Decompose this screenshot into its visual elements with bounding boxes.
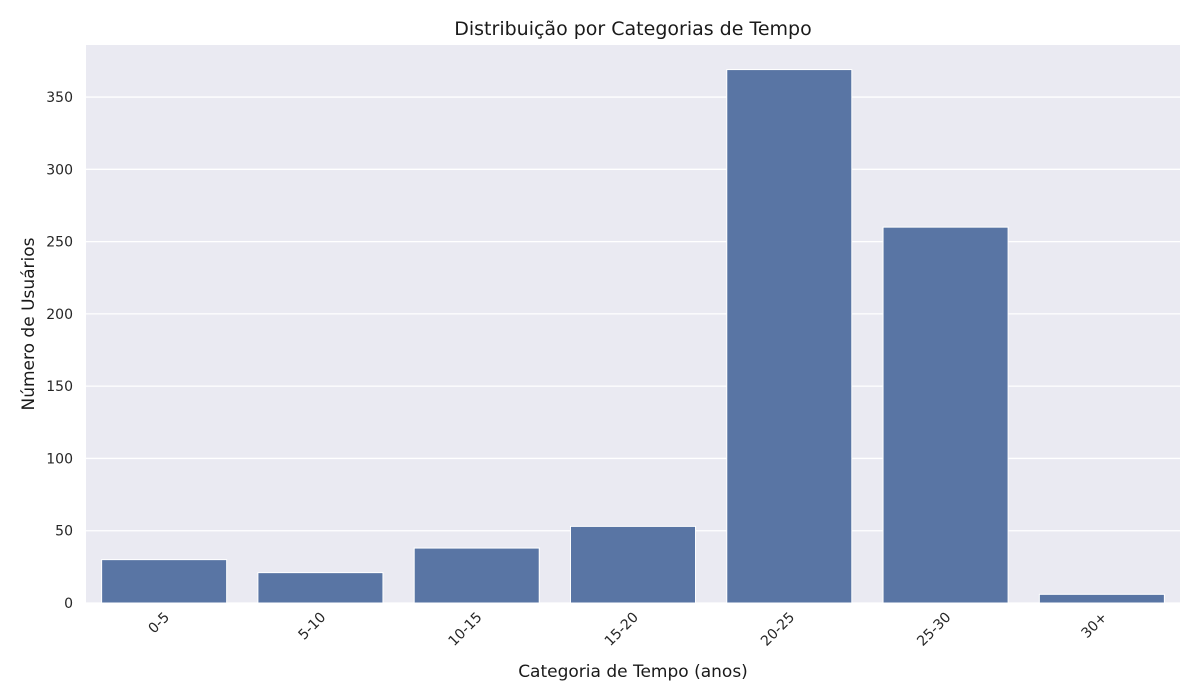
bar-30+ bbox=[1038, 593, 1165, 604]
x-tick-label: 20-25 bbox=[758, 610, 798, 650]
x-tick-label: 5-10 bbox=[295, 610, 329, 644]
x-axis-label: Categoria de Tempo (anos) bbox=[518, 662, 748, 682]
bar-5-10 bbox=[257, 572, 384, 604]
bar-0-5 bbox=[101, 559, 228, 604]
y-tick-label: 250 bbox=[46, 235, 73, 251]
x-tick-label: 30+ bbox=[1078, 610, 1110, 642]
y-tick-label: 0 bbox=[64, 596, 73, 612]
bars bbox=[101, 69, 1165, 604]
y-tick-label: 100 bbox=[46, 451, 73, 467]
y-tick-label: 350 bbox=[46, 90, 73, 106]
bar-10-15 bbox=[413, 547, 540, 604]
chart-title: Distribuição por Categorias de Tempo bbox=[454, 18, 811, 40]
y-tick-label: 50 bbox=[55, 524, 73, 540]
bar-20-25 bbox=[726, 69, 853, 604]
y-axis-label: Número de Usuários bbox=[19, 237, 39, 410]
y-tick-label: 300 bbox=[46, 162, 73, 178]
y-tick-label: 200 bbox=[46, 307, 73, 323]
y-axis-ticks: 0 50 100 150 200 250 300 350 bbox=[46, 90, 73, 612]
plot-background bbox=[86, 45, 1180, 603]
gridlines bbox=[86, 96, 1180, 604]
x-tick-label: 25-30 bbox=[914, 610, 954, 650]
x-axis-ticks: 0-5 5-10 10-15 15-20 20-25 25-30 30+ bbox=[145, 610, 1110, 650]
bar-15-20 bbox=[569, 525, 697, 604]
bar-25-30 bbox=[882, 226, 1009, 604]
x-tick-label: 0-5 bbox=[145, 610, 172, 637]
y-tick-label: 150 bbox=[46, 379, 73, 395]
x-tick-label: 10-15 bbox=[445, 610, 485, 650]
x-tick-label: 15-20 bbox=[602, 610, 642, 650]
